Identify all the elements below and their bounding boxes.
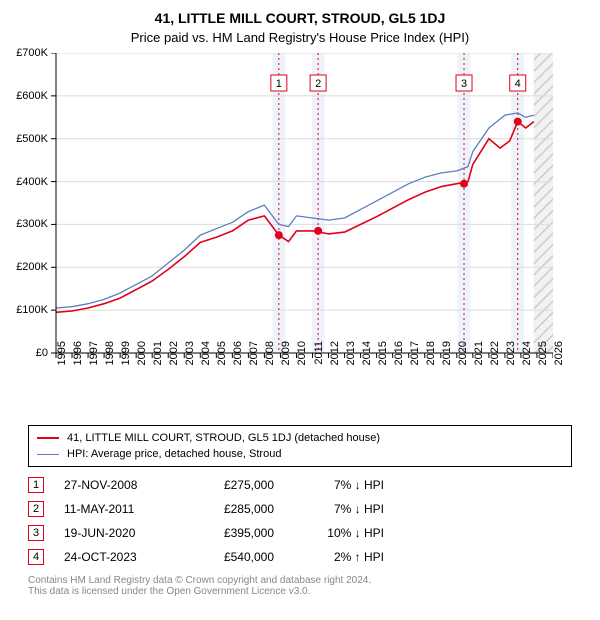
y-tick-label: £500K bbox=[8, 133, 48, 145]
event-row: 1 27-NOV-2008 £275,000 7% ↓ HPI bbox=[28, 473, 572, 497]
x-tick-label: 2018 bbox=[425, 341, 437, 381]
event-row: 3 19-JUN-2020 £395,000 10% ↓ HPI bbox=[28, 521, 572, 545]
y-tick-label: £100K bbox=[8, 304, 48, 316]
event-marker: 1 bbox=[28, 477, 44, 493]
event-date: 24-OCT-2023 bbox=[64, 550, 174, 564]
x-tick-label: 1995 bbox=[56, 341, 68, 381]
x-tick-label: 2020 bbox=[457, 341, 469, 381]
legend-label: 41, LITTLE MILL COURT, STROUD, GL5 1DJ (… bbox=[67, 432, 380, 444]
x-tick-label: 2022 bbox=[489, 341, 501, 381]
legend-item: 41, LITTLE MILL COURT, STROUD, GL5 1DJ (… bbox=[37, 430, 563, 446]
legend-swatch bbox=[37, 437, 59, 439]
events-table: 1 27-NOV-2008 £275,000 7% ↓ HPI 2 11-MAY-2011… bbox=[28, 473, 572, 569]
x-tick-label: 2026 bbox=[553, 341, 565, 381]
legend-label: HPI: Average price, detached house, Stro… bbox=[67, 448, 281, 460]
x-tick-label: 2001 bbox=[152, 341, 164, 381]
event-diff: 10% ↓ HPI bbox=[294, 526, 384, 540]
x-tick-label: 2007 bbox=[248, 341, 260, 381]
x-tick-label: 2008 bbox=[264, 341, 276, 381]
attribution-line1: Contains HM Land Registry data © Crown c… bbox=[28, 575, 572, 586]
chart-title: 41, LITTLE MILL COURT, STROUD, GL5 1DJ bbox=[0, 10, 600, 26]
x-tick-label: 2015 bbox=[377, 341, 389, 381]
x-tick-label: 2021 bbox=[473, 341, 485, 381]
x-tick-label: 2006 bbox=[232, 341, 244, 381]
event-price: £285,000 bbox=[194, 502, 274, 516]
chart-area: 1234 £0£100K£200K£300K£400K£500K£600K£70… bbox=[8, 53, 600, 373]
y-tick-label: £400K bbox=[8, 176, 48, 188]
event-price: £540,000 bbox=[194, 550, 274, 564]
event-row: 4 24-OCT-2023 £540,000 2% ↑ HPI bbox=[28, 545, 572, 569]
x-tick-label: 2017 bbox=[409, 341, 421, 381]
svg-text:1: 1 bbox=[276, 78, 282, 90]
legend-item: HPI: Average price, detached house, Stro… bbox=[37, 446, 563, 462]
legend: 41, LITTLE MILL COURT, STROUD, GL5 1DJ (… bbox=[28, 425, 572, 467]
x-tick-label: 2009 bbox=[280, 341, 292, 381]
x-tick-label: 2023 bbox=[505, 341, 517, 381]
event-date: 27-NOV-2008 bbox=[64, 478, 174, 492]
x-tick-label: 1997 bbox=[88, 341, 100, 381]
x-tick-label: 2024 bbox=[521, 341, 533, 381]
x-tick-label: 2019 bbox=[441, 341, 453, 381]
svg-text:2: 2 bbox=[315, 78, 321, 90]
x-tick-label: 2005 bbox=[216, 341, 228, 381]
chart-container: 41, LITTLE MILL COURT, STROUD, GL5 1DJ P… bbox=[0, 10, 600, 597]
x-tick-label: 1996 bbox=[72, 341, 84, 381]
attribution: Contains HM Land Registry data © Crown c… bbox=[28, 575, 572, 597]
y-tick-label: £300K bbox=[8, 218, 48, 230]
x-tick-label: 1998 bbox=[104, 341, 116, 381]
x-tick-label: 2004 bbox=[200, 341, 212, 381]
x-tick-label: 2025 bbox=[537, 341, 549, 381]
event-marker: 3 bbox=[28, 525, 44, 541]
y-tick-label: £700K bbox=[8, 47, 48, 59]
x-tick-label: 2016 bbox=[393, 341, 405, 381]
event-date: 19-JUN-2020 bbox=[64, 526, 174, 540]
x-tick-label: 2014 bbox=[361, 341, 373, 381]
x-tick-label: 2002 bbox=[168, 341, 180, 381]
svg-text:4: 4 bbox=[515, 78, 521, 90]
legend-swatch bbox=[37, 454, 59, 455]
event-diff: 7% ↓ HPI bbox=[294, 502, 384, 516]
event-row: 2 11-MAY-2011 £285,000 7% ↓ HPI bbox=[28, 497, 572, 521]
y-tick-label: £600K bbox=[8, 90, 48, 102]
line-chart: 1 2 3 4 bbox=[8, 53, 553, 373]
event-diff: 2% ↑ HPI bbox=[294, 550, 384, 564]
svg-text:3: 3 bbox=[461, 78, 467, 90]
event-date: 11-MAY-2011 bbox=[64, 502, 174, 516]
event-diff: 7% ↓ HPI bbox=[294, 478, 384, 492]
y-tick-label: £200K bbox=[8, 261, 48, 273]
event-marker: 4 bbox=[28, 549, 44, 565]
x-tick-label: 1999 bbox=[120, 341, 132, 381]
event-price: £275,000 bbox=[194, 478, 274, 492]
x-tick-label: 2013 bbox=[345, 341, 357, 381]
x-tick-label: 2010 bbox=[296, 341, 308, 381]
event-price: £395,000 bbox=[194, 526, 274, 540]
x-tick-label: 2012 bbox=[329, 341, 341, 381]
y-tick-label: £0 bbox=[8, 347, 48, 359]
x-tick-label: 2000 bbox=[136, 341, 148, 381]
x-tick-label: 2011 bbox=[313, 341, 325, 381]
chart-subtitle: Price paid vs. HM Land Registry's House … bbox=[0, 30, 600, 45]
x-tick-label: 2003 bbox=[184, 341, 196, 381]
event-marker: 2 bbox=[28, 501, 44, 517]
attribution-line2: This data is licensed under the Open Gov… bbox=[28, 586, 572, 597]
